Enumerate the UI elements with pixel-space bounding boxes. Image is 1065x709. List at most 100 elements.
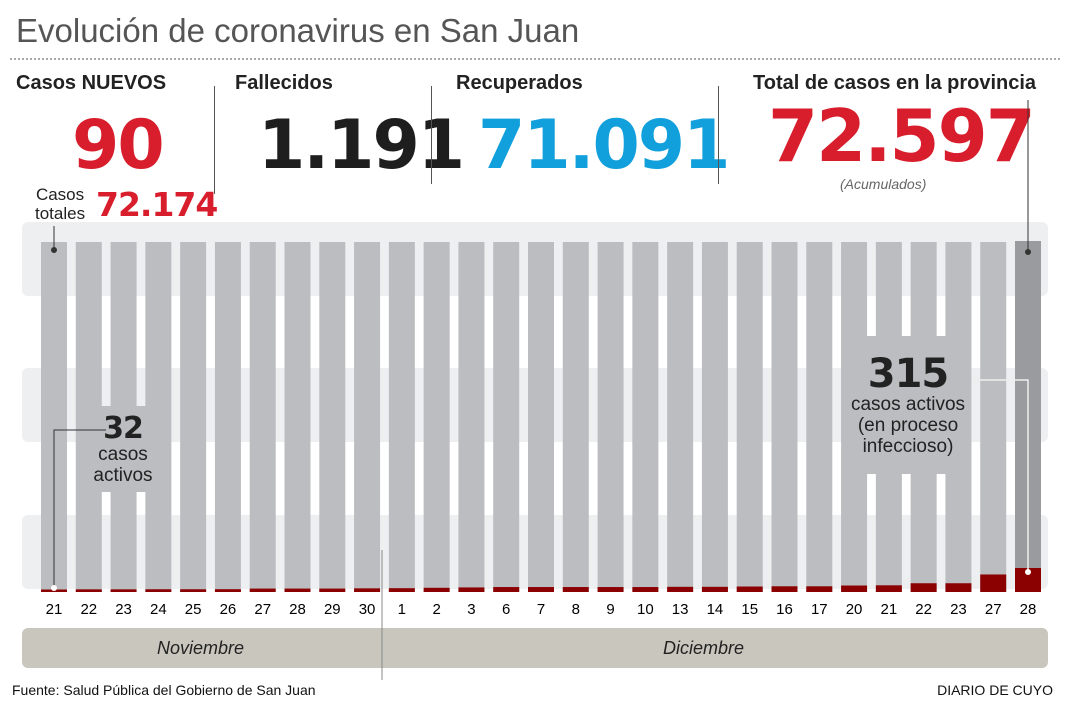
total-bar: [41, 242, 67, 592]
total-bar: [319, 242, 346, 592]
separator: [718, 86, 719, 184]
active-cases-bar: [41, 589, 67, 592]
x-tick-label: 7: [537, 601, 545, 618]
active-cases-bar: [667, 586, 694, 592]
x-tick-label: 27: [254, 601, 271, 618]
total-bar: [388, 242, 415, 592]
x-tick-label: 23: [950, 601, 967, 618]
total-note: (Acumulados): [840, 176, 927, 192]
active-cases-bar: [354, 588, 381, 592]
active-cases-bar: [458, 587, 485, 592]
active-cases-bar: [388, 588, 415, 592]
title-divider: [10, 58, 1060, 60]
total-value: 72.597: [768, 94, 1036, 178]
callout-first-value: 32: [103, 411, 144, 446]
x-tick-label: 26: [220, 601, 237, 618]
total-label: Total de casos en la provincia: [753, 72, 1037, 94]
x-tick-label: 24: [150, 601, 167, 618]
recuperados-label: Recuperados: [456, 72, 583, 94]
totales-label: Casos totales: [35, 185, 85, 223]
callout-last-line1: casos activos: [850, 394, 966, 415]
recuperados-value: 71.091: [478, 106, 730, 185]
month-label-noviembre: Noviembre: [157, 638, 245, 658]
total-bar: [354, 242, 381, 592]
x-tick-label: 22: [80, 601, 97, 618]
x-tick-label: 21: [46, 601, 63, 618]
active-cases-bar: [841, 585, 868, 592]
x-tick-label: 14: [707, 601, 724, 618]
active-cases-bar: [528, 587, 554, 592]
x-tick-label: 10: [637, 601, 654, 618]
nuevos-value: 90: [72, 106, 165, 185]
x-tick-label: 20: [846, 601, 863, 618]
x-tick-label: 29: [324, 601, 341, 618]
active-cases-bar: [562, 587, 589, 592]
total-bar: [528, 242, 554, 592]
separator: [431, 86, 432, 184]
x-tick-label: 27: [985, 601, 1002, 618]
callout-last-line2: (en proceso: [857, 415, 959, 436]
x-tick-label: 13: [672, 601, 689, 618]
active-cases-bar: [1015, 568, 1041, 592]
active-cases-bar: [910, 583, 937, 592]
active-cases-bar: [423, 587, 450, 592]
total-bar: [180, 242, 207, 592]
total-bar: [597, 242, 624, 592]
totales-label-line1: Casos: [35, 185, 85, 204]
month-label-diciembre: Diciembre: [663, 638, 745, 658]
total-bar: [632, 242, 659, 592]
callout-first-line2: activos: [93, 465, 153, 486]
active-cases-bar: [319, 588, 346, 592]
total-bar: [980, 242, 1007, 592]
x-tick-label: 23: [115, 601, 132, 618]
active-cases-bar: [493, 587, 520, 592]
x-tick-label: 2: [432, 601, 440, 618]
totales-leader-dot: [51, 247, 57, 253]
active-cases-bar: [736, 586, 763, 592]
active-cases-bar: [597, 587, 624, 592]
active-cases-bar: [249, 588, 276, 592]
month-band: [22, 628, 1048, 668]
total-bar: [667, 242, 694, 592]
nuevos-label: Casos NUEVOS: [16, 72, 167, 94]
x-tick-label: 28: [289, 601, 306, 618]
active-cases-bar: [180, 589, 207, 592]
x-tick-label: 1: [398, 601, 406, 618]
separator: [214, 86, 215, 194]
fallecidos-value: 1.191: [258, 106, 465, 185]
total-bar: [284, 242, 311, 592]
active-cases-bar: [110, 589, 137, 592]
page-title: Evolución de coronavirus en San Juan: [16, 12, 580, 49]
active-cases-bar: [771, 586, 798, 592]
total-bar: [249, 242, 276, 592]
active-cases-bar: [632, 587, 659, 592]
active-cases-bar: [875, 585, 902, 592]
active-cases-bar: [75, 589, 102, 592]
active-cases-bar: [980, 574, 1007, 592]
active-cases-bar: [145, 589, 172, 592]
x-tick-label: 28: [1020, 601, 1037, 618]
callout-last: 315 casos activos (en proceso infeccioso…: [845, 336, 971, 474]
x-tick-label: 21: [881, 601, 898, 618]
x-tick-label: 15: [741, 601, 758, 618]
total-bar: [736, 242, 763, 592]
fallecidos-label: Fallecidos: [235, 72, 333, 94]
total-bar: [701, 242, 728, 592]
active-cases-bar: [214, 589, 241, 592]
total-leader-dot: [1025, 249, 1031, 255]
total-bar: [771, 242, 798, 592]
total-bar: [1015, 241, 1041, 592]
totales-label-line2: totales: [35, 204, 86, 223]
totales-value: 72.174: [96, 185, 218, 224]
x-tick-label: 9: [606, 601, 614, 618]
x-tick-label: 6: [502, 601, 510, 618]
callout-last-line3: infeccioso): [862, 436, 954, 457]
total-bar: [214, 242, 241, 592]
total-bar: [423, 242, 450, 592]
x-tick-label: 22: [915, 601, 932, 618]
x-tick-label: 17: [811, 601, 828, 618]
callout-first: 32 casos activos: [76, 406, 170, 492]
active-cases-bar: [701, 586, 728, 592]
active-cases-bar: [284, 588, 311, 592]
